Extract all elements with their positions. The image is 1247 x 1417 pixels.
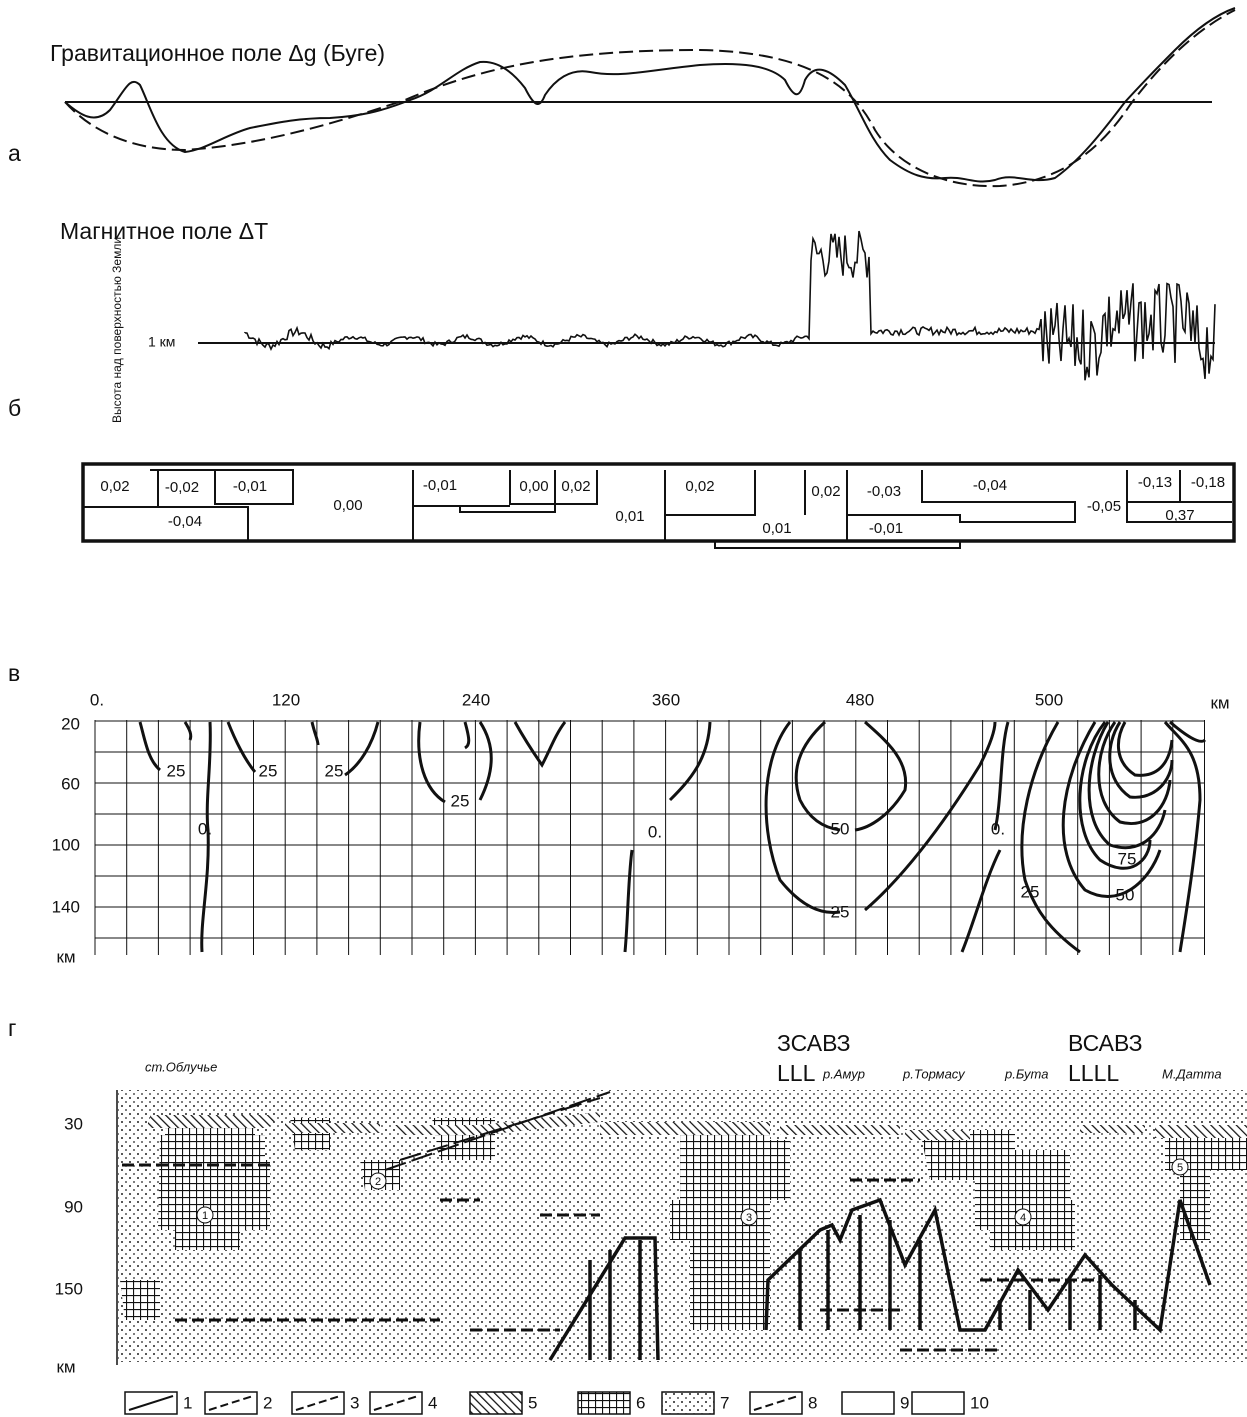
- zone-label: ЗСАВЗ: [777, 1030, 851, 1056]
- legend-label: 8: [808, 1393, 817, 1412]
- contour-label: 50: [831, 819, 850, 838]
- table-cell: -0,13: [1138, 474, 1172, 491]
- place-label: М.Датта: [1162, 1066, 1222, 1081]
- contour-label: 0.: [991, 819, 1005, 838]
- legend-swatch: [842, 1392, 894, 1414]
- magnetic-title: Магнитное поле ΔT: [60, 218, 268, 244]
- contour-label: 25: [451, 791, 470, 810]
- legend-swatch: [912, 1392, 964, 1414]
- y-unit: км: [56, 1357, 75, 1376]
- panel-label: г: [8, 1015, 16, 1041]
- y-tick-label: 100: [52, 835, 80, 854]
- legend-label: 1: [183, 1393, 192, 1412]
- legend-swatch: [205, 1392, 257, 1414]
- x-tick-label: 240: [462, 690, 490, 709]
- table-cell: -0,01: [423, 477, 457, 494]
- legend-swatch: [470, 1392, 522, 1414]
- place-label: ст.Облучье: [145, 1059, 217, 1074]
- panel-label: в: [8, 660, 20, 686]
- body-number: 2: [375, 1176, 381, 1188]
- legend-label: 9: [900, 1393, 909, 1412]
- x-tick-label: 120: [272, 690, 300, 709]
- x-unit: км: [1210, 693, 1229, 712]
- legend-swatch: [370, 1392, 422, 1414]
- y-unit: км: [56, 947, 75, 966]
- legend-swatch: [750, 1392, 802, 1414]
- legend-label: 10: [970, 1393, 989, 1412]
- table-cell: 0,02: [100, 478, 129, 495]
- x-tick-label: 0.: [90, 690, 104, 709]
- legend-label: 4: [428, 1393, 437, 1412]
- table-cell: -0,04: [973, 477, 1007, 494]
- y-tick-label: 20: [61, 714, 80, 733]
- legend-swatch: [578, 1392, 630, 1414]
- legend-label: 6: [636, 1393, 645, 1412]
- contour-label: 50: [1116, 885, 1135, 904]
- y-tick-label: 60: [61, 774, 80, 793]
- body-number: 3: [746, 1212, 752, 1224]
- panel-label: б: [8, 395, 21, 421]
- level-label: 1 км: [148, 334, 175, 350]
- table-cell: -0,05: [1087, 498, 1121, 515]
- legend-label: 2: [263, 1393, 272, 1412]
- table-cell: 0,01: [762, 520, 791, 537]
- gravity-curve: [65, 8, 1235, 182]
- table-cell: 0,01: [615, 508, 644, 525]
- table-cell: -0,18: [1191, 474, 1225, 491]
- y-tick-label: 90: [64, 1197, 83, 1216]
- axis-label: Высота над поверхностью Земли: [110, 237, 124, 423]
- y-tick-label: 140: [52, 897, 80, 916]
- y-tick-label: 150: [55, 1279, 83, 1298]
- body-number: 1: [202, 1210, 208, 1222]
- zone-label: ВСАВЗ: [1068, 1030, 1143, 1056]
- table-cell: 0,02: [685, 478, 714, 495]
- contour-label: 0.: [198, 819, 212, 838]
- table-cell: 0,00: [519, 478, 548, 495]
- legend-label: 7: [720, 1393, 729, 1412]
- table-cell: -0,03: [867, 483, 901, 500]
- place-label: р.Бута: [1004, 1066, 1048, 1081]
- contour-label: 25: [1021, 882, 1040, 901]
- regional-curve: [65, 10, 1235, 186]
- zone-label: LLLL: [1068, 1060, 1119, 1086]
- legend: 1 2 3 4 5 6 7 8 9 10: [125, 1392, 989, 1414]
- contour-label: 25: [325, 761, 344, 780]
- table-cell: 0,02: [561, 478, 590, 495]
- contour-label: 25: [167, 761, 186, 780]
- contour-label: 0.: [648, 822, 662, 841]
- y-tick-label: 30: [64, 1114, 83, 1133]
- contour-label: 25: [259, 761, 278, 780]
- place-label: р.Амур: [822, 1066, 865, 1081]
- legend-swatch: [662, 1392, 714, 1414]
- x-tick-label: 480: [846, 690, 874, 709]
- place-label: р.Тормасу: [902, 1066, 966, 1081]
- table-cell: 0,37: [1165, 507, 1194, 524]
- x-tick-label: 500: [1035, 690, 1063, 709]
- x-tick-label: 360: [652, 690, 680, 709]
- contour-label: 25: [831, 902, 850, 921]
- contour-label: 75: [1118, 849, 1137, 868]
- gravity-title: Гравитационное поле Δg (Буге): [50, 40, 385, 66]
- body-number: 4: [1020, 1212, 1026, 1224]
- table-cell: -0,01: [869, 520, 903, 537]
- legend-label: 3: [350, 1393, 359, 1412]
- legend-label: 5: [528, 1393, 537, 1412]
- table-cell: -0,04: [168, 513, 202, 530]
- figure: Гравитационное поле Δg (Буге) а Магнитно…: [0, 0, 1247, 1417]
- body-number: 5: [1177, 1162, 1183, 1174]
- legend-swatch: [292, 1392, 344, 1414]
- table-cell: 0,00: [333, 497, 362, 514]
- table-cell: 0,02: [811, 483, 840, 500]
- magnetic-curve: [245, 231, 1215, 380]
- panel-label: а: [8, 140, 21, 166]
- contours: [140, 722, 1205, 952]
- table-cell: -0,02: [165, 479, 199, 496]
- zone-label: LLL: [777, 1060, 816, 1086]
- table-cell: -0,01: [233, 478, 267, 495]
